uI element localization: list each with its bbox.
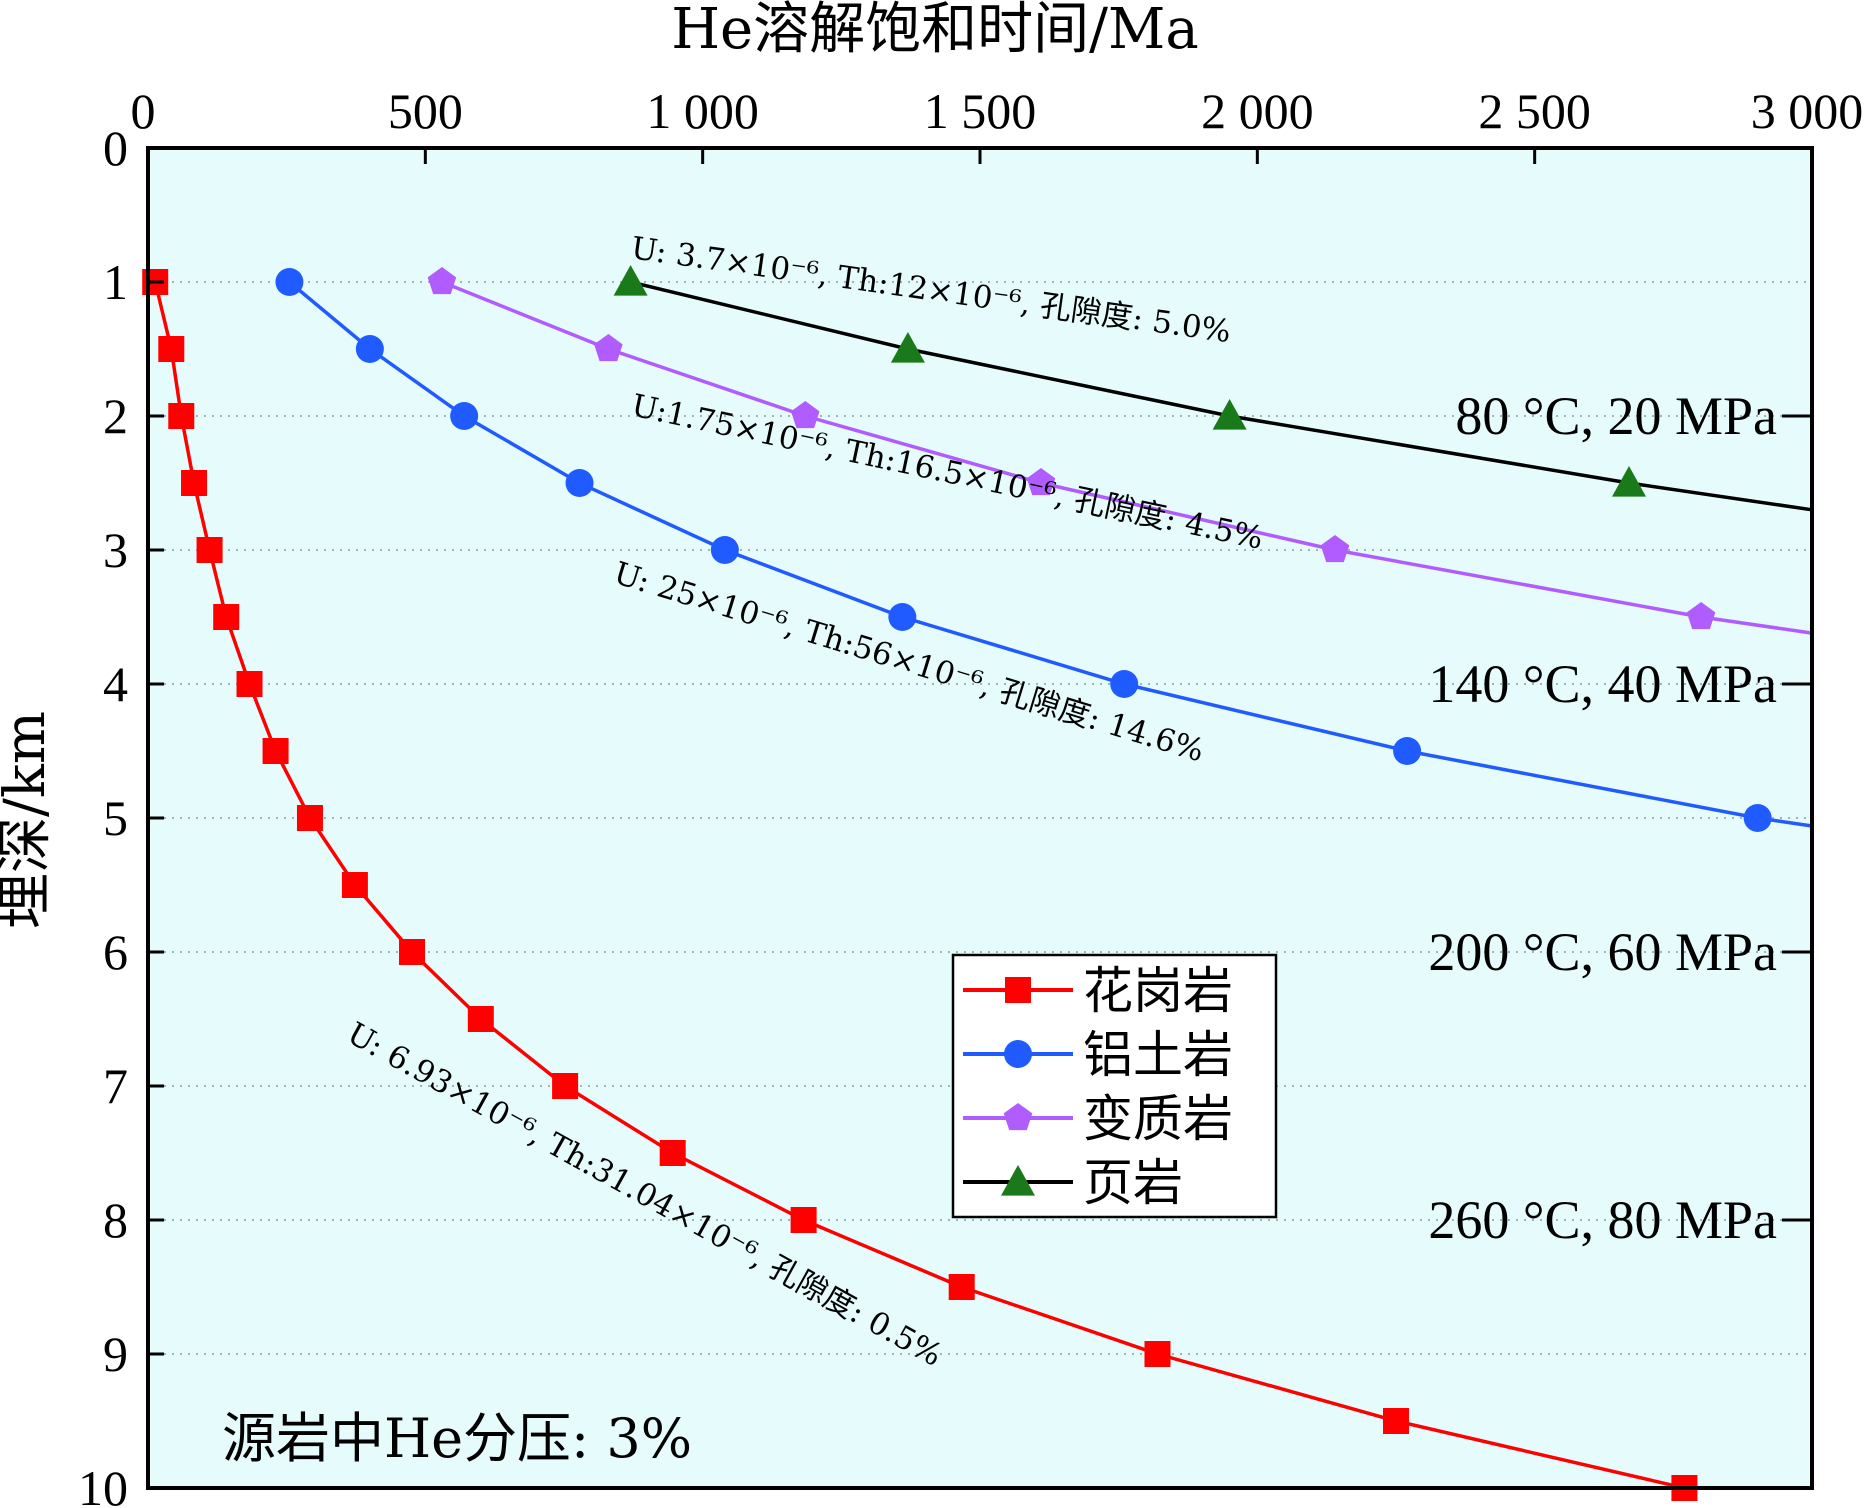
y-tick-label: 10	[78, 1460, 128, 1508]
x-tick-label: 3 000	[1751, 83, 1864, 139]
data-point	[1110, 670, 1139, 698]
axes-layer: 0 500 1 000 1 500 2 000 2 500 3 000 0 1 2 3 4 5 6 7 8 9 1…	[78, 83, 1863, 1508]
x-tick-label: 2 500	[1478, 83, 1591, 139]
condition-label: 200 °C, 60 MPa	[1428, 922, 1777, 982]
legend-item: 变质岩	[963, 1090, 1233, 1148]
y-tick-label: 1	[103, 254, 128, 310]
legend-label: 花岗岩	[1083, 962, 1233, 1020]
data-point	[450, 402, 479, 430]
x-axis-title: He溶解饱和时间/Ma	[671, 0, 1199, 62]
data-point	[1383, 1408, 1409, 1434]
data-point	[399, 939, 426, 965]
data-point	[427, 267, 457, 295]
data-point	[158, 336, 185, 362]
data-point	[1144, 1341, 1171, 1367]
data-point	[1743, 804, 1772, 832]
source-note: 源岩中He分压: 3%	[222, 1407, 692, 1470]
data-point	[1320, 535, 1350, 563]
legend-label: 铝土岩	[1083, 1026, 1233, 1084]
legend-label: 页岩	[1083, 1154, 1183, 1212]
x-tick-label: 1 000	[646, 83, 759, 139]
data-point	[275, 268, 304, 296]
data-point	[181, 470, 208, 496]
data-point	[168, 403, 195, 429]
data-point	[790, 1207, 817, 1233]
legend-label: 变质岩	[1083, 1090, 1233, 1148]
data-point	[659, 1140, 686, 1166]
data-point	[236, 671, 263, 697]
series-square	[142, 269, 1698, 1501]
y-axis-title: 埋深/km	[0, 711, 58, 929]
data-point	[467, 1006, 494, 1032]
series-triangle	[613, 265, 1813, 512]
x-tick-label: 2 000	[1201, 83, 1314, 139]
data-point	[1612, 466, 1646, 497]
legend-item: 花岗岩	[963, 962, 1233, 1020]
series-circle	[275, 268, 1813, 832]
y-tick-label: 3	[103, 522, 128, 578]
data-point	[1212, 399, 1247, 430]
condition-label: 140 °C, 40 MPa	[1428, 654, 1777, 714]
data-point	[213, 604, 240, 630]
legend-item: 铝土岩	[963, 1026, 1233, 1084]
data-point	[890, 332, 925, 363]
data-point	[1003, 1103, 1033, 1131]
data-point	[1026, 468, 1056, 496]
data-point	[1005, 977, 1031, 1003]
y-tick-label: 6	[103, 924, 128, 980]
condition-label: 80 °C, 20 MPa	[1455, 386, 1777, 446]
legend-item: 页岩	[963, 1154, 1183, 1212]
data-point	[262, 738, 289, 764]
data-point	[613, 265, 648, 296]
data-point	[1393, 737, 1422, 765]
data-point	[710, 536, 739, 564]
y-tick-label: 2	[103, 388, 128, 444]
x-tick-label: 500	[388, 83, 463, 139]
x-tick-label: 1 500	[924, 83, 1037, 139]
data-point	[791, 401, 820, 429]
series-line	[288, 280, 1813, 828]
data-point	[341, 872, 368, 898]
data-point	[888, 603, 917, 631]
y-tick-label: 5	[103, 790, 128, 846]
data-point	[948, 1274, 975, 1300]
y-tick-label: 8	[103, 1192, 128, 1248]
data-point	[1686, 602, 1716, 630]
data-point	[565, 469, 594, 497]
series-layer	[142, 265, 1813, 1501]
series-pentagon	[427, 267, 1813, 635]
data-point	[1004, 1040, 1032, 1068]
data-point	[552, 1073, 579, 1099]
y-tick-label: 9	[103, 1326, 128, 1382]
x-tick-label: 0	[131, 83, 156, 139]
data-point	[296, 805, 323, 831]
data-point	[355, 335, 384, 363]
data-point	[196, 537, 223, 563]
data-point	[1001, 1165, 1035, 1196]
data-point	[594, 334, 623, 362]
y-tick-label: 0	[103, 120, 128, 176]
condition-label: 260 °C, 80 MPa	[1428, 1190, 1777, 1250]
y-tick-label: 4	[103, 656, 128, 712]
y-tick-label: 7	[103, 1058, 128, 1114]
